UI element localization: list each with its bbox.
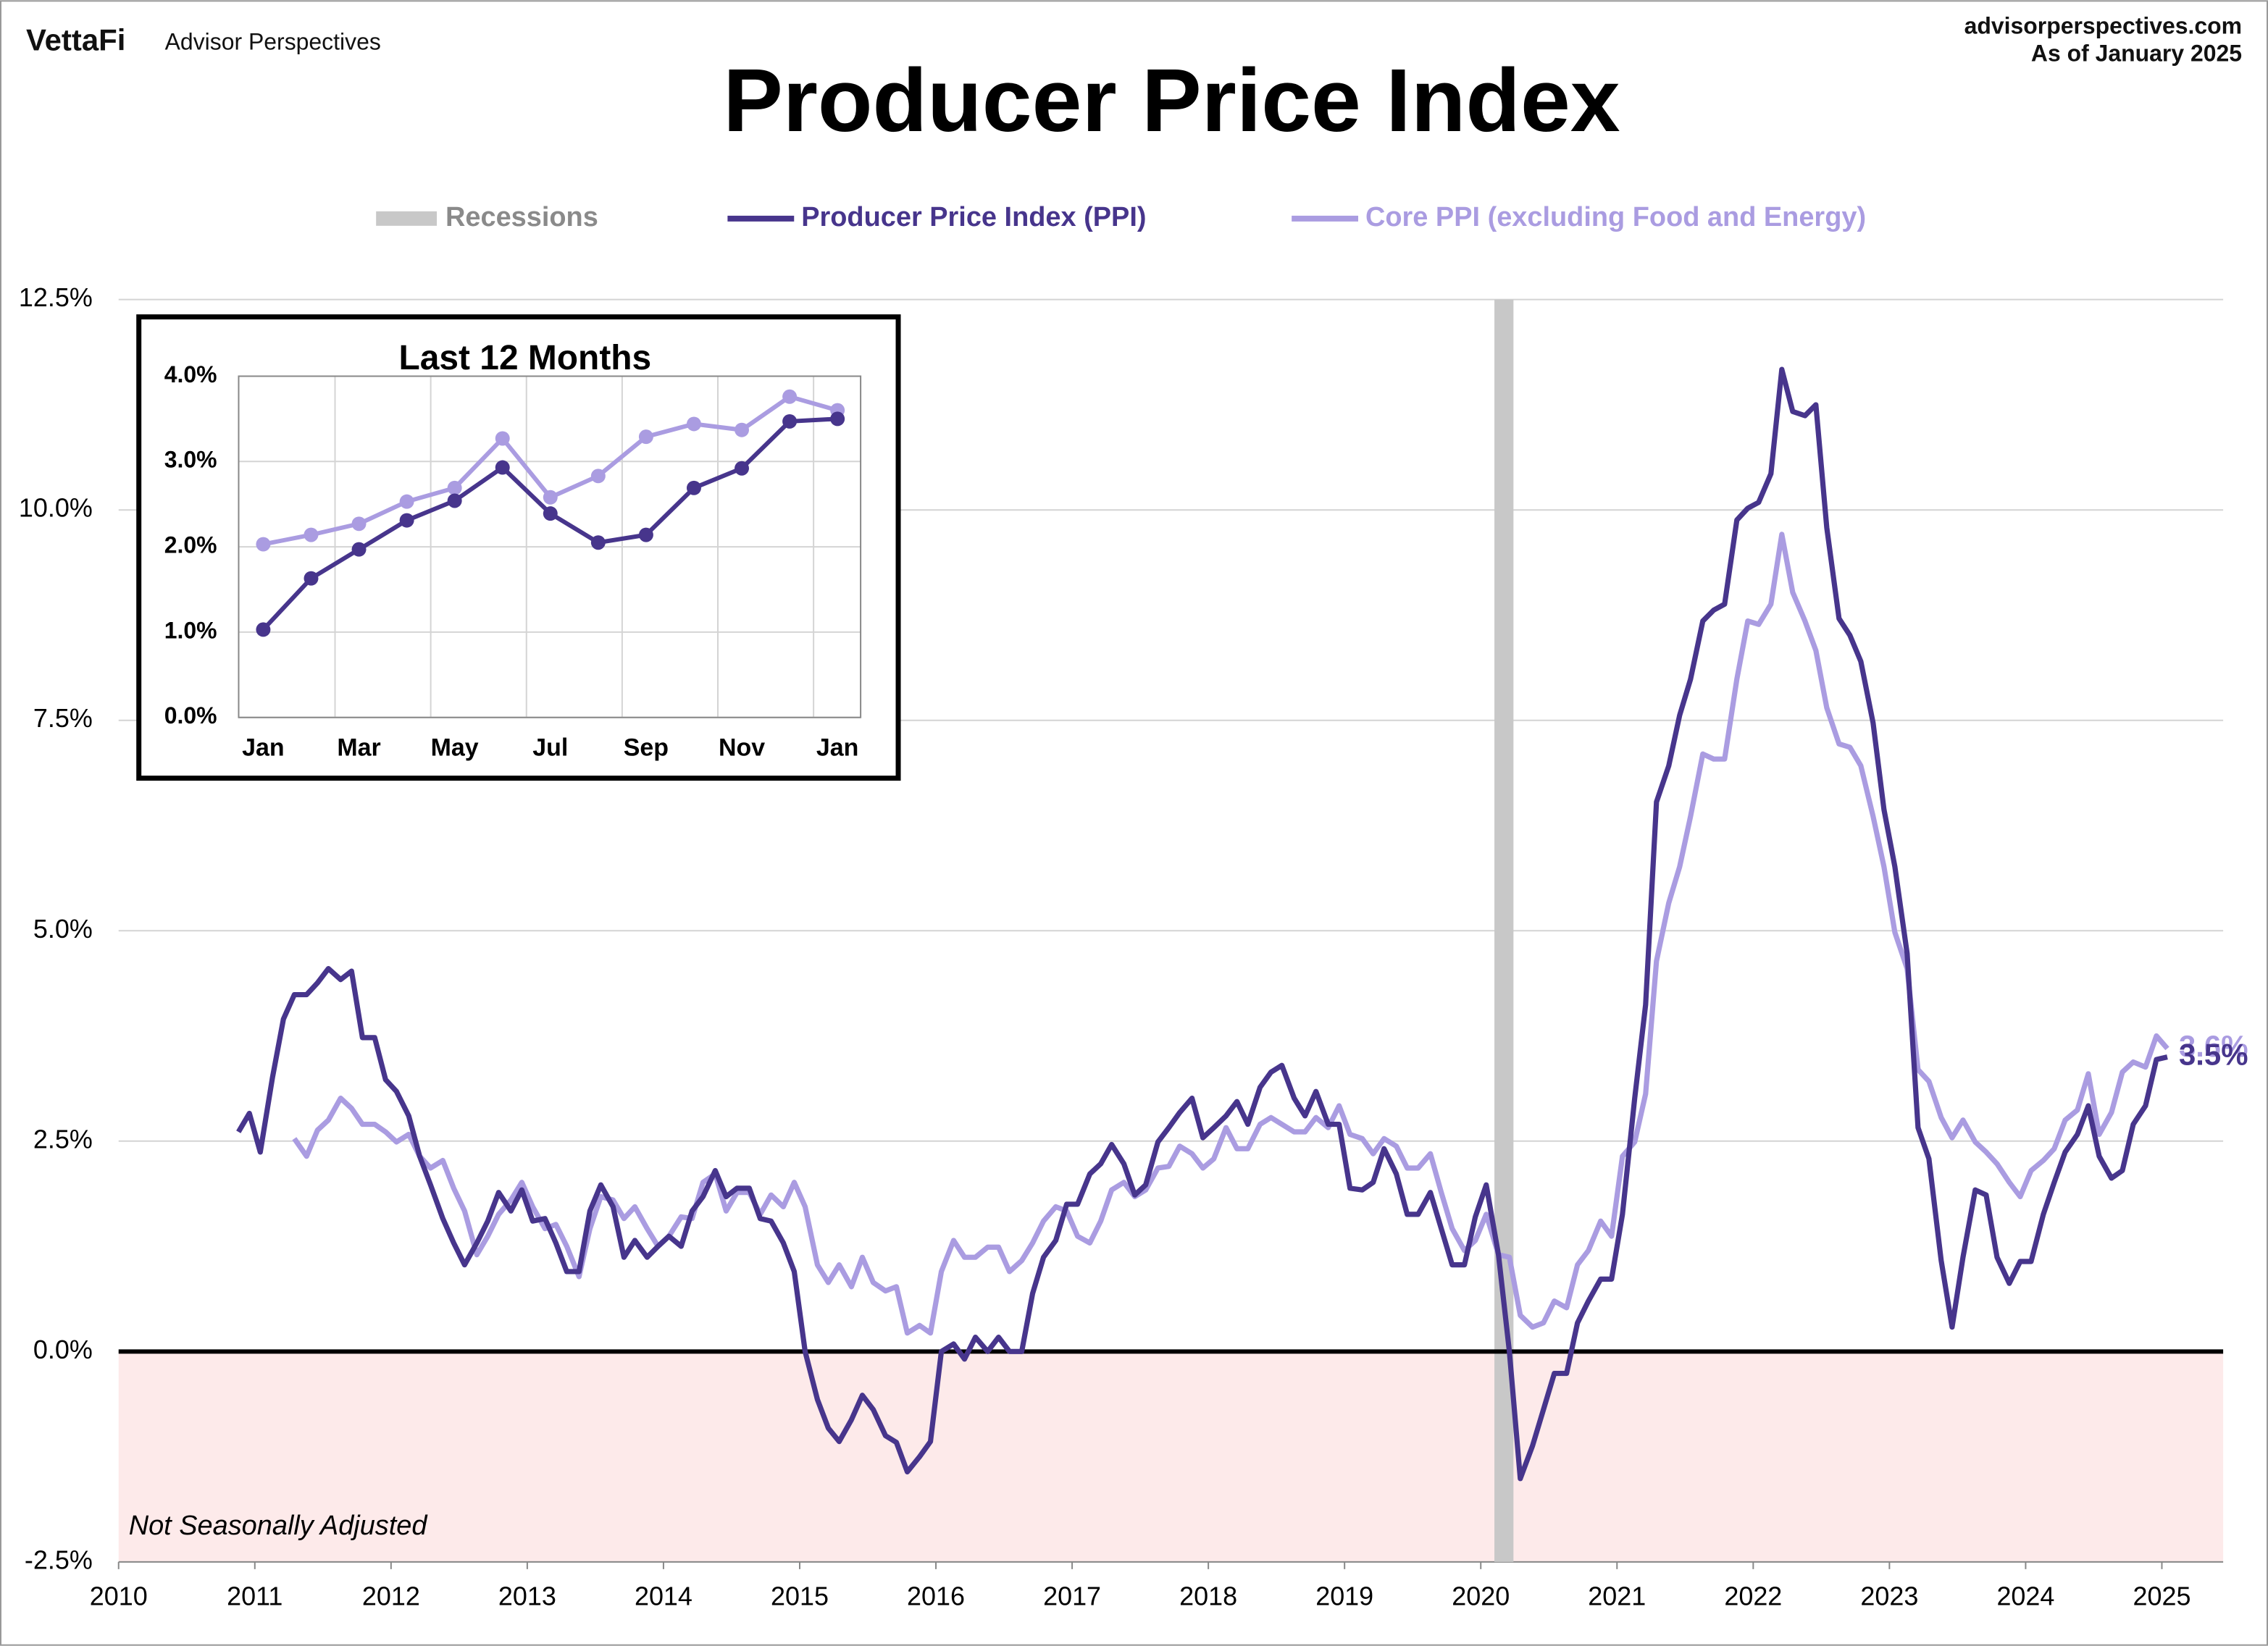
inset-y-tick-label: 3.0%: [164, 447, 217, 473]
inset-chart: Last 12 Months 0.0% 1.0% 2.0% 3.0% 4.0% Jan Ma…: [136, 314, 901, 781]
inset-point: [304, 571, 319, 586]
inset-point: [447, 480, 462, 495]
y-tick-label: 5.0%: [33, 914, 93, 944]
x-tick-label: 2024: [1996, 1581, 2054, 1611]
x-tick-label: 2015: [771, 1581, 829, 1611]
series-line: [236, 366, 2168, 1482]
inset-point: [495, 460, 510, 475]
inset-point: [686, 416, 701, 432]
inset-point: [256, 537, 271, 552]
x-tick-label: 2019: [1315, 1581, 1373, 1611]
inset-y-tick-label: 2.0%: [164, 532, 217, 558]
inset-title: Last 12 Months: [398, 339, 651, 377]
x-tick-label: 2010: [90, 1581, 148, 1611]
x-tick-label: 2023: [1860, 1581, 1918, 1611]
y-tick-label: 2.5%: [33, 1124, 93, 1154]
inset-point: [256, 622, 271, 637]
as-of: As of January 2025: [2031, 41, 2242, 67]
end-label: 3.5%: [2179, 1038, 2248, 1072]
site: advisorperspectives.com: [1964, 13, 2242, 39]
x-tick-label: 2011: [227, 1581, 283, 1611]
inset-point: [543, 506, 558, 521]
inset-point: [351, 542, 367, 557]
inset-point: [782, 389, 798, 404]
inset-point: [735, 422, 750, 437]
publisher: Advisor Perspectives: [165, 29, 381, 55]
negative-region: [118, 1351, 2224, 1562]
legend-label: Recessions: [445, 202, 598, 232]
inset-point: [399, 513, 414, 528]
inset-point: [543, 490, 558, 505]
y-tick-label: -2.5%: [25, 1545, 93, 1574]
x-tick-label: 2013: [498, 1581, 556, 1611]
inset-point: [735, 461, 750, 476]
legend-label: Producer Price Index (PPI): [801, 202, 1146, 232]
inset-plot-frame: [238, 375, 862, 718]
inset-point: [830, 411, 845, 427]
x-tick-label: 2022: [1724, 1581, 1782, 1611]
x-tick-label: 2018: [1179, 1581, 1237, 1611]
x-tick-label: 2025: [2133, 1581, 2191, 1611]
inset-point: [590, 469, 606, 484]
brand: VettaFi: [26, 22, 125, 56]
y-tick-label: 12.5%: [19, 282, 93, 312]
inset-point: [351, 516, 367, 532]
x-tick-label: 2012: [362, 1581, 420, 1611]
end-label: 3.6%: [2179, 1029, 2248, 1063]
inset-point: [686, 480, 701, 495]
inset-x-tick-label: Sep: [624, 734, 669, 762]
legend-label: Core PPI (excluding Food and Energy): [1365, 202, 1866, 232]
inset-x-tick-label: Jul: [532, 734, 568, 762]
inset-y-tick-label: 4.0%: [164, 361, 217, 387]
inset-point: [782, 413, 798, 429]
inset-point: [495, 431, 510, 446]
chart-title: Producer Price Index: [723, 51, 1620, 151]
inset-y-tick-label: 1.0%: [164, 617, 217, 643]
main-chart: -2.5% 0.0% 2.5% 5.0% 7.5% 10.0% 12.5% 2010 2011 2…: [19, 202, 2248, 1611]
y-tick-label: 0.0%: [33, 1335, 93, 1364]
x-tick-label: 2016: [907, 1581, 965, 1611]
inset-point: [638, 527, 653, 542]
x-tick-label: 2017: [1043, 1581, 1101, 1611]
inset-x-tick-label: Jan: [816, 734, 858, 762]
inset-point: [304, 527, 319, 542]
inset-x-tick-label: May: [431, 734, 479, 762]
inset-x-tick-label: Nov: [719, 734, 765, 762]
inset-y-tick-label: 0.0%: [164, 702, 217, 728]
x-tick-label: 2021: [1588, 1581, 1646, 1611]
x-tick-label: 2014: [635, 1581, 692, 1611]
legend-swatch: [376, 211, 438, 226]
y-tick-label: 10.0%: [19, 493, 93, 523]
x-tick-label: 2020: [1452, 1581, 1510, 1611]
inset-point: [638, 429, 653, 445]
inset-x-tick-label: Jan: [242, 734, 284, 762]
inset-point: [590, 535, 606, 550]
inset-point: [447, 493, 462, 508]
inset-point: [399, 494, 414, 509]
inset-x-tick-label: Mar: [337, 734, 380, 762]
y-tick-label: 7.5%: [33, 703, 93, 733]
note: Not Seasonally Adjusted: [129, 1511, 429, 1541]
